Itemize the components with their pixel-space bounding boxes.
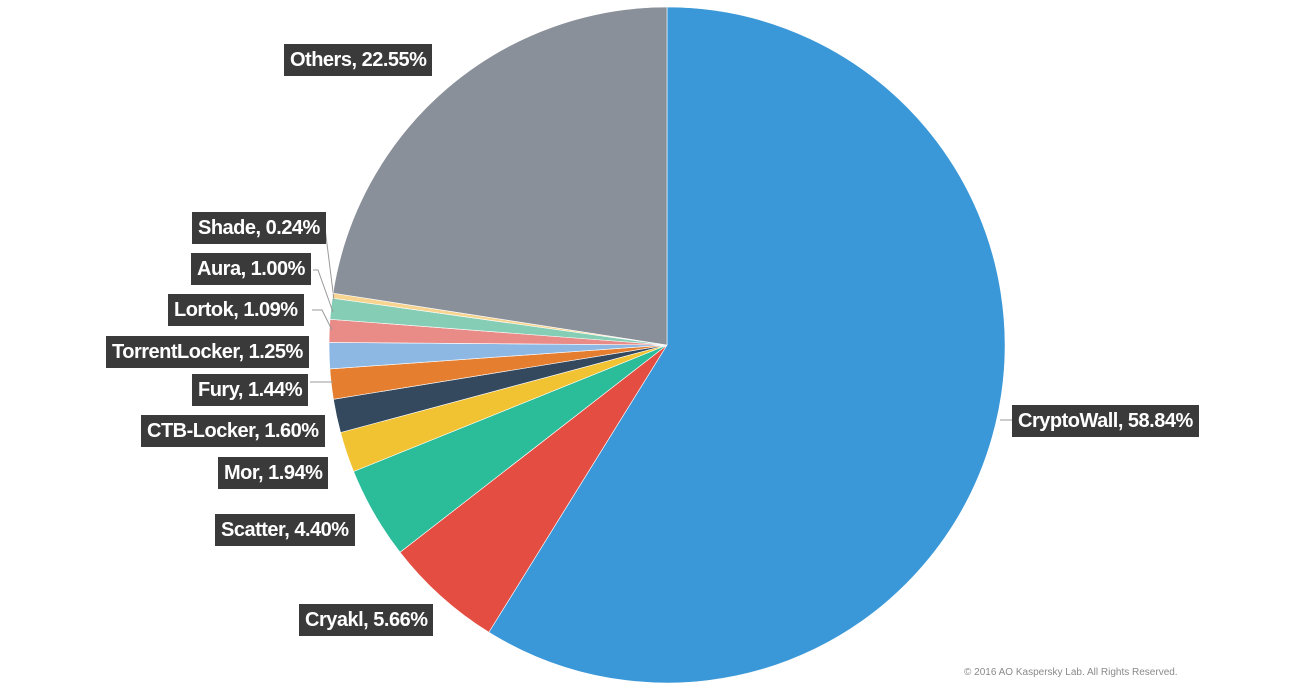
slice-label-lortok: Lortok, 1.09% bbox=[168, 294, 304, 326]
leader-line bbox=[312, 309, 333, 331]
slice-label-cryptowall: CryptoWall, 58.84% bbox=[1012, 405, 1199, 437]
pie-slice-cryptowall bbox=[488, 6, 1006, 684]
slice-label-fury: Fury, 1.44% bbox=[192, 374, 309, 406]
leader-line bbox=[313, 269, 334, 313]
slice-label-aura: Aura, 1.00% bbox=[191, 253, 311, 285]
slice-label-torrentlocker: TorrentLocker, 1.25% bbox=[106, 336, 309, 368]
slice-label-scatter: Scatter, 4.40% bbox=[215, 514, 355, 546]
copyright-text: © 2016 AO Kaspersky Lab. All Rights Rese… bbox=[964, 667, 1178, 678]
slice-label-mor: Mor, 1.94% bbox=[218, 457, 329, 489]
slice-label-others: Others, 22.55% bbox=[284, 44, 433, 76]
slice-label-cryakl: Cryakl, 5.66% bbox=[299, 604, 434, 636]
slice-label-shade: Shade, 0.24% bbox=[192, 212, 326, 244]
leader-line bbox=[324, 227, 335, 301]
pie-slice-others bbox=[332, 6, 668, 346]
slice-label-ctb-locker: CTB-Locker, 1.60% bbox=[141, 415, 325, 447]
